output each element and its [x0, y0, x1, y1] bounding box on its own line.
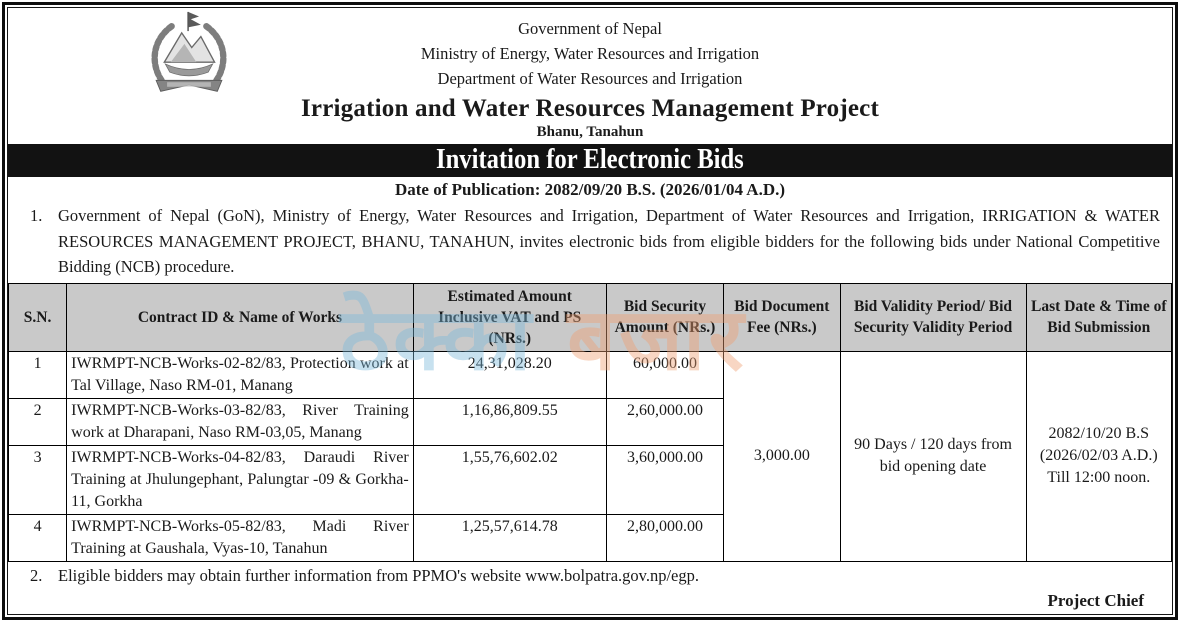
notice-item-1: 1. Government of Nepal (GoN), Ministry o… [8, 202, 1172, 282]
cell-bid-document-fee: 3,000.00 [723, 350, 841, 562]
notice-item-2: 2. Eligible bidders may obtain further i… [8, 562, 1172, 589]
notice-banner: Invitation for Electronic Bids [8, 144, 1172, 177]
item-number: 2. [30, 565, 43, 585]
inner-border: Government of Nepal Ministry of Energy, … [7, 7, 1173, 615]
cell-sn: 4 [8, 513, 68, 562]
letterhead: Government of Nepal Ministry of Energy, … [8, 8, 1172, 144]
signature-project-chief: Project Chief [1047, 590, 1144, 610]
cell-contract: IWRMPT-NCB-Works-04-82/83, Daraudi River… [66, 444, 414, 515]
cell-estimated-amount: 1,16,86,809.55 [412, 397, 607, 446]
cell-bid-security: 2,80,000.00 [605, 513, 725, 562]
table-row: 4 IWRMPT-NCB-Works-05-82/83, Madi River … [8, 513, 1172, 562]
item-text: Government of Nepal (GoN), Ministry of E… [58, 206, 1160, 276]
cell-estimated-amount: 1,55,76,602.02 [412, 444, 607, 515]
table-row: 2 IWRMPT-NCB-Works-03-82/83, River Train… [8, 397, 1172, 446]
project-location: Bhanu, Tanahun [536, 124, 644, 140]
cell-contract: IWRMPT-NCB-Works-02-82/83, Protection wo… [66, 350, 414, 399]
col-header-sn: S.N. [8, 282, 68, 352]
government-line: Government of Nepal [518, 19, 662, 38]
col-header-bid-security: Bid Security Amount (NRs.) [605, 282, 725, 352]
col-header-last-date: Last Date & Time of Bid Submission [1025, 282, 1172, 352]
nepal-government-emblem-icon [151, 11, 227, 92]
cell-bid-security: 3,60,000.00 [605, 444, 725, 515]
cell-estimated-amount: 1,25,57,614.78 [412, 513, 607, 562]
col-header-estimated-amount: Estimated Amount Inclusive VAT and PS (N… [412, 282, 607, 352]
project-title: Irrigation and Water Resources Managemen… [301, 95, 879, 122]
table-row: 1 IWRMPT-NCB-Works-02-82/83, Protection … [8, 350, 1172, 562]
cell-estimated-amount: 24,31,028.20 [412, 350, 607, 399]
cell-contract: IWRMPT-NCB-Works-03-82/83, River Trainin… [66, 397, 414, 446]
ministry-line: Ministry of Energy, Water Resources and … [420, 44, 760, 63]
table-header-row: S.N. Contract ID & Name of Works Estimat… [8, 282, 1172, 352]
cell-bid-validity-period: 90 Days / 120 days from bid opening date [839, 350, 1027, 562]
bids-table: S.N. Contract ID & Name of Works Estimat… [8, 282, 1172, 562]
cell-bid-security: 2,60,000.00 [605, 397, 725, 446]
cell-sn: 2 [8, 397, 68, 446]
notice-title: Invitation for Electronic Bids [436, 144, 744, 175]
col-header-contract: Contract ID & Name of Works [66, 282, 414, 352]
cell-bid-security: 60,000.00 [605, 350, 725, 399]
cell-sn: 3 [8, 444, 68, 515]
cell-last-date-submission: 2082/10/20 B.S (2026/02/03 A.D.) Till 12… [1025, 350, 1172, 562]
col-header-validity-period: Bid Validity Period/ Bid Security Validi… [839, 282, 1027, 352]
cell-sn: 1 [8, 350, 68, 399]
col-header-document-fee: Bid Document Fee (NRs.) [723, 282, 841, 352]
department-line: Department of Water Resources and Irriga… [437, 69, 743, 88]
item-text: Eligible bidders may obtain further info… [58, 565, 700, 585]
cell-contract: IWRMPT-NCB-Works-05-82/83, Madi River Tr… [66, 513, 414, 562]
item-number: 1. [30, 206, 43, 225]
table-row: 3 IWRMPT-NCB-Works-04-82/83, Daraudi Riv… [8, 444, 1172, 515]
publication-date: Date of Publication: 2082/09/20 B.S. (20… [394, 180, 786, 199]
